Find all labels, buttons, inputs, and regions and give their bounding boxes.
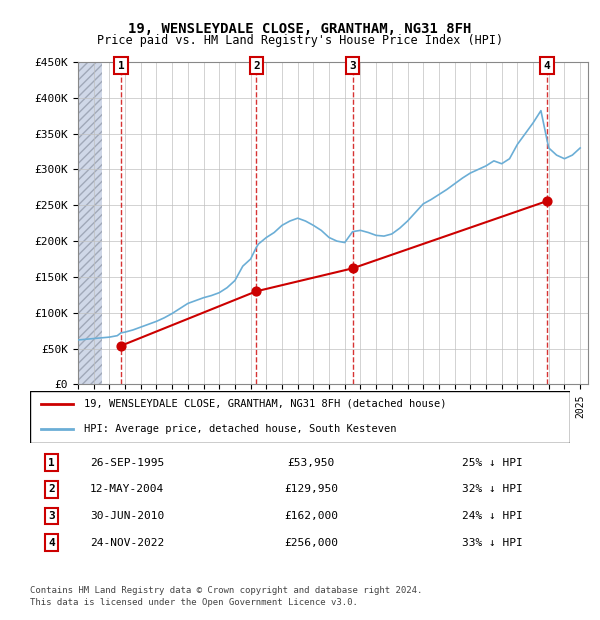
Text: 2: 2 <box>253 61 260 71</box>
Text: 1: 1 <box>118 61 124 71</box>
Point <box>251 286 261 296</box>
Text: 32% ↓ HPI: 32% ↓ HPI <box>462 484 523 494</box>
Text: 4: 4 <box>48 538 55 547</box>
Point <box>116 341 126 351</box>
Text: 19, WENSLEYDALE CLOSE, GRANTHAM, NG31 8FH (detached house): 19, WENSLEYDALE CLOSE, GRANTHAM, NG31 8F… <box>84 399 446 409</box>
Text: 30-JUN-2010: 30-JUN-2010 <box>90 511 164 521</box>
Text: 4: 4 <box>544 61 551 71</box>
Text: 25% ↓ HPI: 25% ↓ HPI <box>462 458 523 468</box>
Text: Contains HM Land Registry data © Crown copyright and database right 2024.: Contains HM Land Registry data © Crown c… <box>30 586 422 595</box>
Text: 3: 3 <box>48 511 55 521</box>
Text: £162,000: £162,000 <box>284 511 338 521</box>
Text: 26-SEP-1995: 26-SEP-1995 <box>90 458 164 468</box>
FancyBboxPatch shape <box>30 391 570 443</box>
Text: 3: 3 <box>349 61 356 71</box>
Text: 1: 1 <box>48 458 55 468</box>
Bar <box>78 62 101 384</box>
Text: HPI: Average price, detached house, South Kesteven: HPI: Average price, detached house, Sout… <box>84 423 397 433</box>
Text: This data is licensed under the Open Government Licence v3.0.: This data is licensed under the Open Gov… <box>30 598 358 608</box>
Text: 12-MAY-2004: 12-MAY-2004 <box>90 484 164 494</box>
Point <box>542 196 552 206</box>
Text: £256,000: £256,000 <box>284 538 338 547</box>
Text: 19, WENSLEYDALE CLOSE, GRANTHAM, NG31 8FH: 19, WENSLEYDALE CLOSE, GRANTHAM, NG31 8F… <box>128 22 472 36</box>
Text: 24-NOV-2022: 24-NOV-2022 <box>90 538 164 547</box>
Text: 33% ↓ HPI: 33% ↓ HPI <box>462 538 523 547</box>
Text: 24% ↓ HPI: 24% ↓ HPI <box>462 511 523 521</box>
Text: Price paid vs. HM Land Registry's House Price Index (HPI): Price paid vs. HM Land Registry's House … <box>97 34 503 47</box>
Text: 2: 2 <box>48 484 55 494</box>
Text: £53,950: £53,950 <box>287 458 334 468</box>
Text: £129,950: £129,950 <box>284 484 338 494</box>
Point <box>348 264 358 273</box>
